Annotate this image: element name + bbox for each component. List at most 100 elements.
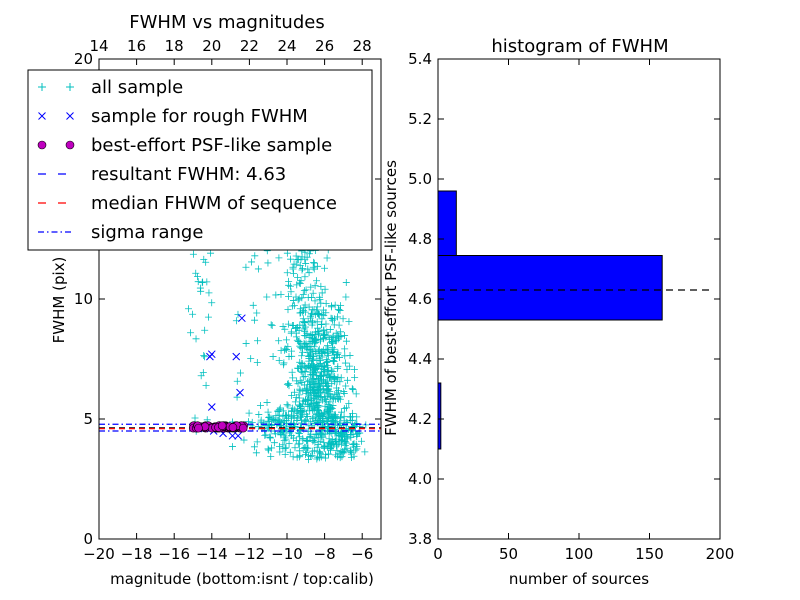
all-sample-point [242,263,250,271]
all-sample-point [267,444,275,452]
all-sample-point [267,452,275,460]
rough-sample-point [236,388,244,397]
all-sample-point [294,410,302,418]
scatter-legend: all sample sample for rough FWHM best-effo… [27,69,373,251]
all-sample-point [322,358,330,366]
x-tick-label: −20 [83,545,115,563]
all-sample-point [272,291,280,299]
all-sample-point [315,454,323,462]
all-sample-point [332,435,340,443]
all-sample-point [332,329,340,337]
all-sample-point [311,413,319,421]
all-sample-point [283,269,291,277]
all-sample-point [284,380,292,388]
hist-y-tick-label: 4.4 [408,350,432,368]
all-sample-point [249,301,257,309]
all-sample-point [233,377,241,385]
all-sample-point [346,352,354,360]
all-sample-point [324,345,332,353]
all-sample-point [347,450,355,458]
all-sample-point [305,422,313,430]
all-sample-point [316,390,324,398]
all-sample-point [324,423,332,431]
all-sample-point [310,420,318,428]
all-sample-point [299,410,307,418]
all-sample-point [308,310,316,318]
all-sample-point [255,411,263,419]
all-sample-point [305,339,313,347]
all-sample-point [311,297,319,305]
all-sample-point [276,448,284,456]
all-sample-point [343,366,351,374]
all-sample-point [285,440,293,448]
all-sample-point [280,359,288,367]
all-sample-point [308,451,316,459]
all-sample-point [296,447,304,455]
all-sample-point [236,369,244,377]
all-sample-point [340,449,348,457]
all-sample-point [296,440,304,448]
all-sample-point [336,413,344,421]
all-sample-point [298,368,306,376]
all-sample-point [310,435,318,443]
all-sample-point [311,389,319,397]
all-sample-point [329,332,337,340]
all-sample-point [205,289,213,297]
hist-x-tick-label: 150 [635,545,664,563]
all-sample-point [321,389,329,397]
hist-x-tick-label: 100 [565,545,594,563]
all-sample-point [199,278,207,286]
all-sample-point [265,414,273,422]
all-sample-point [275,357,283,365]
top-x-tick-label: 22 [240,37,259,55]
all-sample-point [301,255,309,263]
histogram-ticks: 0 50 100 150 200 3.8 4.0 4.2 4.4 4.6 4.8 5.0 5.2 5.4 [408,50,734,563]
all-sample-point [268,322,276,330]
all-sample-point [272,411,280,419]
all-sample-point [293,414,301,422]
all-sample-point [331,378,339,386]
all-sample-point [303,437,311,445]
all-sample-point [233,393,241,401]
all-sample-point [291,398,299,406]
all-sample-point [294,273,302,281]
all-sample-point [308,355,316,363]
all-sample-point [331,411,339,419]
all-sample-point [228,443,236,451]
all-sample-point [297,339,305,347]
all-sample-point [325,450,333,458]
all-sample-point [337,430,345,438]
all-sample-point [332,451,340,459]
all-sample-point [317,282,325,290]
all-sample-point [320,439,328,447]
all-sample-point [352,390,360,398]
all-sample-point [311,438,319,446]
all-sample-point [234,310,242,318]
all-sample-point [317,417,325,425]
all-sample-point [326,325,334,333]
all-sample-point [321,362,329,370]
all-sample-point [279,412,287,420]
all-sample-point [296,279,304,287]
all-sample-point [323,350,331,358]
all-sample-point [277,290,285,298]
all-sample-point [285,281,293,289]
hist-y-tick-label: 4.0 [408,470,432,488]
all-sample-point [270,439,278,447]
all-sample-point [304,402,312,410]
histogram-bar [438,382,442,450]
all-sample-point [315,329,323,337]
all-sample-point [342,293,350,301]
all-sample-point [341,447,349,455]
x-tick-label: −12 [234,545,266,563]
all-sample-point [287,329,295,337]
all-sample-point [334,421,342,429]
all-sample-point [314,440,322,448]
all-sample-point [287,288,295,296]
all-sample-point [304,438,312,446]
x-tick-label: −14 [196,545,228,563]
y-tick-label: 0 [83,530,93,548]
top-x-tick-label: 28 [353,37,372,55]
all-sample-point [297,405,305,413]
all-sample-point [316,450,324,458]
